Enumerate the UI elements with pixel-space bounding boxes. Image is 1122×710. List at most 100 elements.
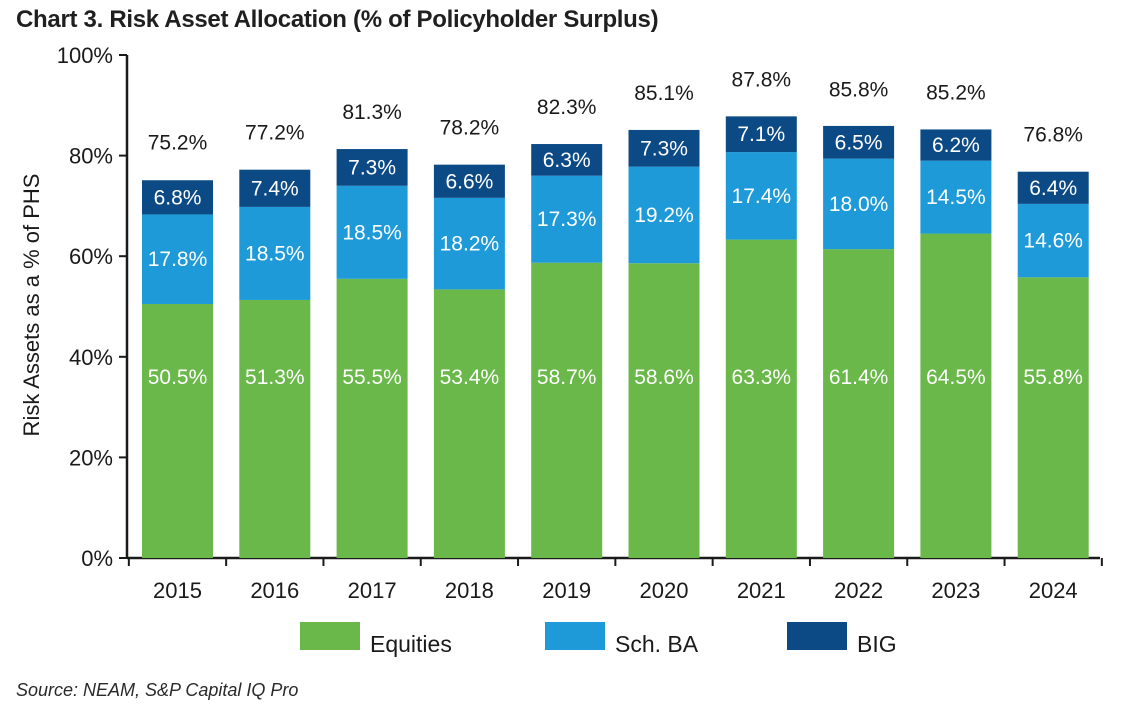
total-label: 85.8% <box>829 78 889 101</box>
legend-swatch <box>787 622 847 650</box>
x-tick-label: 2015 <box>153 578 202 603</box>
segment-label: 17.4% <box>732 185 792 208</box>
segment-label: 6.6% <box>445 170 493 193</box>
x-tick-label: 2017 <box>348 578 397 603</box>
segment-label: 18.2% <box>440 233 500 256</box>
legend: Equities Sch. BA BIG <box>300 622 897 657</box>
bar-big-2023 <box>920 129 992 161</box>
bar-big-2017 <box>336 149 408 186</box>
x-tick-label: 2022 <box>834 578 883 603</box>
bar-big-2020 <box>628 129 700 167</box>
stacked-bar-chart: 0% 20% 40% 60% 80% 100% 2015 2016 2017 2018 2019 20… <box>19 43 1103 657</box>
bar-sch-ba-2017 <box>336 185 408 279</box>
bar-big-2019 <box>531 144 603 176</box>
segment-label: 55.8% <box>1023 366 1083 389</box>
bar-big-2022 <box>823 125 895 159</box>
total-label: 75.2% <box>148 132 208 155</box>
y-tick-label: 60% <box>69 244 113 269</box>
y-tick-label: 40% <box>69 345 113 370</box>
legend-label: Sch. BA <box>615 631 699 657</box>
bar-equities-2024 <box>1017 277 1089 558</box>
segment-label: 51.3% <box>245 366 305 389</box>
bar-equities-2019 <box>531 262 603 558</box>
x-tick-label: 2016 <box>250 578 299 603</box>
total-label: 82.3% <box>537 96 597 119</box>
segment-label: 64.5% <box>926 366 986 389</box>
y-tick-label: 100% <box>57 43 113 68</box>
total-label: 77.2% <box>245 122 305 145</box>
bar-big-2024 <box>1017 171 1089 204</box>
chart-axes: 0% 20% 40% 60% 80% 100% 2015 2016 2017 2018 2019 20… <box>19 43 1103 603</box>
bar-sch-ba-2015 <box>142 214 213 304</box>
segment-label: 55.5% <box>342 366 402 389</box>
bar-big-2018 <box>433 164 505 198</box>
bars-group <box>142 116 1089 558</box>
segment-label: 53.4% <box>440 366 500 389</box>
total-label: 76.8% <box>1023 124 1083 147</box>
x-tick-label: 2018 <box>445 578 494 603</box>
bar-sch-ba-2022 <box>823 158 895 250</box>
bar-equities-2023 <box>920 233 992 558</box>
bar-sch-ba-2023 <box>920 160 992 234</box>
segment-label: 6.5% <box>835 131 883 154</box>
segment-label: 17.3% <box>537 208 597 231</box>
segment-label: 61.4% <box>829 366 889 389</box>
segment-label: 63.3% <box>732 366 792 389</box>
legend-label: Equities <box>370 631 452 657</box>
y-tick-label: 80% <box>69 144 113 169</box>
source-note: Source: NEAM, S&P Capital IQ Pro <box>16 680 299 700</box>
segment-label: 7.1% <box>737 123 785 146</box>
bar-equities-2021 <box>725 239 797 558</box>
bar-sch-ba-2024 <box>1017 203 1089 278</box>
bar-equities-2015 <box>142 303 213 558</box>
bar-big-2015 <box>142 180 213 215</box>
x-tick-label: 2023 <box>931 578 980 603</box>
total-label: 78.2% <box>440 117 500 140</box>
x-tick-label: 2019 <box>542 578 591 603</box>
bar-equities-2020 <box>628 263 700 558</box>
segment-label: 6.4% <box>1029 177 1077 200</box>
bar-sch-ba-2018 <box>433 197 505 290</box>
segment-label: 58.6% <box>634 366 694 389</box>
segment-label: 14.5% <box>926 186 986 209</box>
total-label: 87.8% <box>732 68 792 91</box>
segment-label: 17.8% <box>148 248 208 271</box>
legend-swatch <box>545 622 605 650</box>
y-tick-label: 0% <box>81 546 113 571</box>
y-axis-label: Risk Assets as a % of PHS <box>19 174 44 437</box>
bar-equities-2018 <box>433 289 505 558</box>
legend-label: BIG <box>857 631 897 657</box>
segment-label: 58.7% <box>537 366 597 389</box>
segment-label: 19.2% <box>634 204 694 227</box>
x-tick-label: 2020 <box>640 578 689 603</box>
bar-sch-ba-2016 <box>239 206 311 300</box>
segment-label: 6.3% <box>543 149 591 172</box>
bar-big-2016 <box>239 169 311 207</box>
labels-group: 50.5% 17.8% 6.8% 75.2% 51.3% 18.5% 7.4% 77.2% 55… <box>148 68 1083 389</box>
total-label: 81.3% <box>342 101 402 124</box>
total-label: 85.1% <box>634 82 694 105</box>
segment-label: 14.6% <box>1023 230 1083 253</box>
bar-equities-2017 <box>336 278 408 558</box>
chart-title: Chart 3. Risk Asset Allocation (% of Pol… <box>16 6 659 33</box>
x-tick-label: 2024 <box>1029 578 1078 603</box>
segment-label: 7.3% <box>640 137 688 160</box>
segment-label: 18.5% <box>342 221 402 244</box>
bar-equities-2022 <box>823 249 895 558</box>
legend-swatch <box>300 622 360 650</box>
bar-sch-ba-2020 <box>628 166 700 264</box>
segment-label: 6.8% <box>154 186 202 209</box>
segment-label: 7.3% <box>348 156 396 179</box>
x-tick-label: 2021 <box>737 578 786 603</box>
y-tick-label: 20% <box>69 445 113 470</box>
bar-sch-ba-2019 <box>531 175 603 263</box>
segment-label: 18.5% <box>245 242 305 265</box>
bar-sch-ba-2021 <box>725 152 797 240</box>
segment-label: 18.0% <box>829 193 889 216</box>
total-label: 85.2% <box>926 81 986 104</box>
segment-label: 50.5% <box>148 366 208 389</box>
segment-label: 7.4% <box>251 177 299 200</box>
segment-label: 6.2% <box>932 134 980 157</box>
bar-equities-2016 <box>239 299 311 558</box>
bar-big-2021 <box>725 116 797 153</box>
